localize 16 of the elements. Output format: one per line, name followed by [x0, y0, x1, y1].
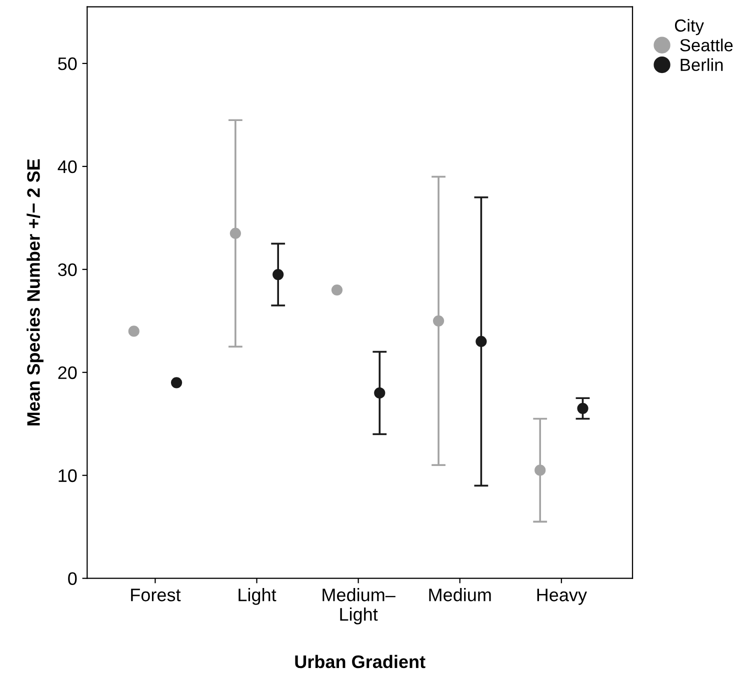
- y-tick-label: 50: [58, 57, 77, 70]
- x-axis-title: Urban Gradient: [295, 654, 426, 668]
- x-tick-label: Forest: [131, 588, 181, 602]
- x-tick-label: Medium: [429, 588, 491, 602]
- y-tick-label: 0: [68, 572, 77, 586]
- legend-label: Seattle: [680, 38, 733, 52]
- y-tick-label: 10: [58, 469, 77, 482]
- x-tick-label: Heavy: [537, 588, 587, 605]
- legend-label: Berlin: [680, 58, 723, 72]
- y-axis-title: Mean Species Number +/− 2 SE: [26, 159, 44, 426]
- legend-title: City: [674, 18, 704, 36]
- y-tick-label: 20: [58, 366, 77, 380]
- x-tick-label: Medium– Light: [322, 588, 396, 624]
- y-tick-label: 40: [58, 160, 77, 174]
- y-tick-label: 30: [58, 263, 77, 276]
- x-tick-label: Light: [238, 588, 276, 605]
